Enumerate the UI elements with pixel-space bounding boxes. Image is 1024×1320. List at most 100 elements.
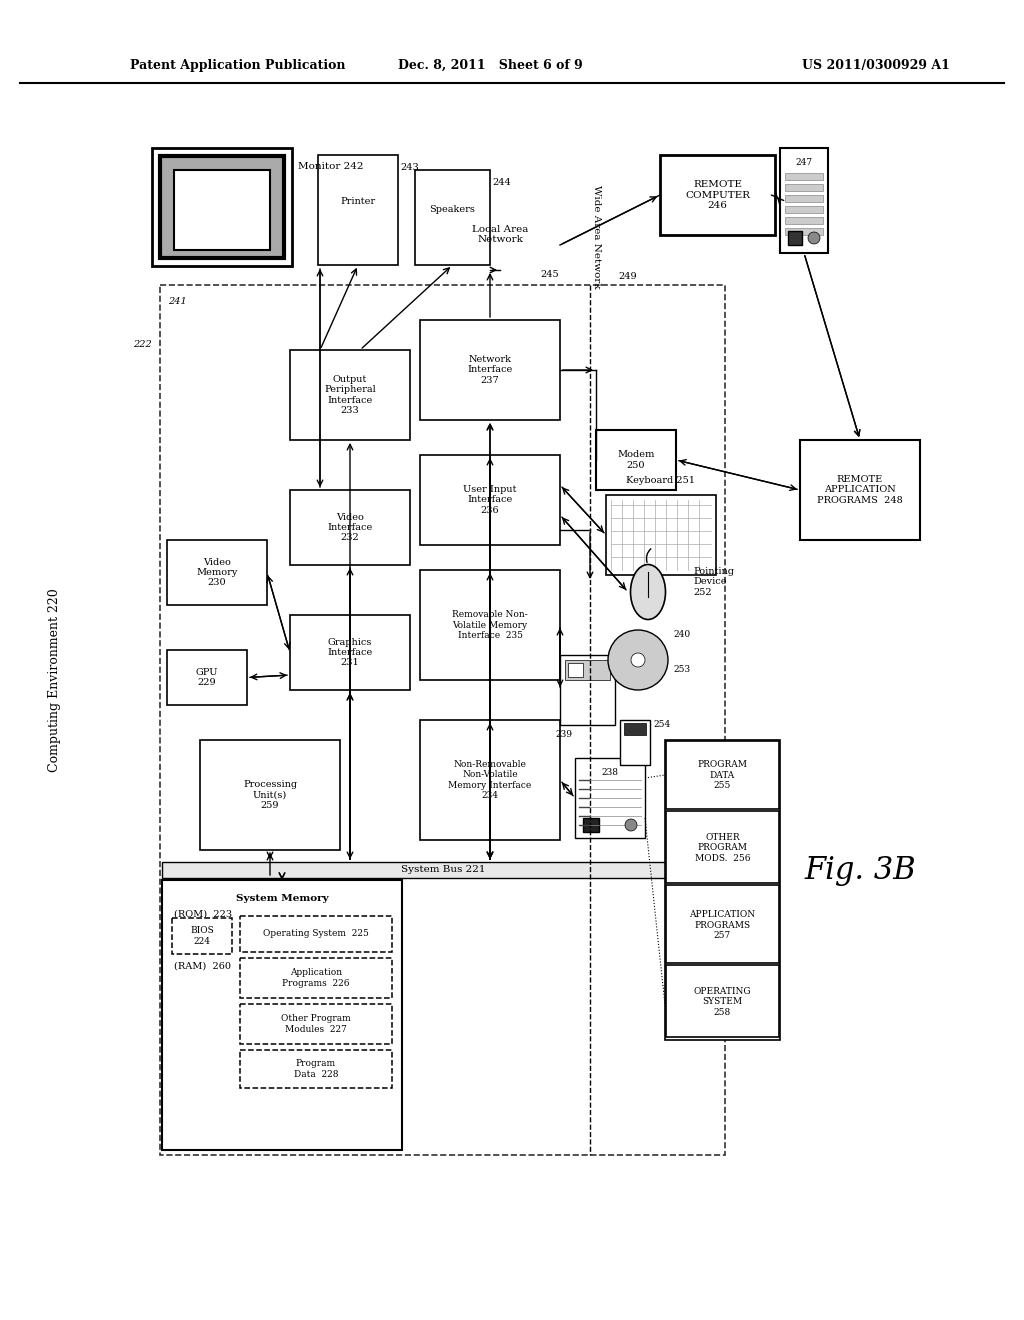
Ellipse shape [631,565,666,619]
Bar [290,490,410,565]
Bar [785,183,823,191]
Text: 249: 249 [618,272,637,281]
Bar [620,719,650,766]
Bar [240,1049,392,1088]
Bar [240,1005,392,1044]
Bar [666,965,779,1038]
Text: Application
Programs  226: Application Programs 226 [283,969,350,987]
Bar [583,818,599,832]
Text: Pointing
Device
252: Pointing Device 252 [693,568,734,597]
Text: Processing
Unit(s)
259: Processing Unit(s) 259 [243,780,297,810]
Bar [568,663,583,677]
Bar [172,917,232,954]
Bar [318,154,398,265]
Text: Removable Non-
Volatile Memory
Interface  235: Removable Non- Volatile Memory Interface… [453,610,528,640]
Bar [785,173,823,180]
Bar [290,350,410,440]
Text: 247: 247 [796,158,813,168]
Text: 245: 245 [540,271,559,279]
Circle shape [625,818,637,832]
Text: 253: 253 [673,665,690,675]
Text: 254: 254 [653,719,671,729]
Text: REMOTE
COMPUTER
246: REMOTE COMPUTER 246 [685,180,750,210]
Bar [200,741,340,850]
Text: 222: 222 [133,341,152,348]
Text: 239: 239 [555,730,572,739]
Text: GPU
229: GPU 229 [196,668,218,688]
Text: Monitor 242: Monitor 242 [298,162,364,172]
Bar [666,810,779,883]
Bar [785,195,823,202]
Bar [415,170,490,265]
Text: 243: 243 [400,162,419,172]
Text: PROGRAM
DATA
255: PROGRAM DATA 255 [697,760,748,789]
Bar [160,285,725,1155]
Bar [780,148,828,253]
Text: Keyboard 251: Keyboard 251 [627,477,695,484]
Bar [624,723,646,735]
Bar [666,741,779,809]
Bar [290,615,410,690]
Text: Non-Removable
Non-Volatile
Memory Interface
234: Non-Removable Non-Volatile Memory Interf… [449,760,531,800]
Text: 240: 240 [673,630,690,639]
Text: REMOTE
APPLICATION
PROGRAMS  248: REMOTE APPLICATION PROGRAMS 248 [817,475,903,504]
Bar [606,495,716,576]
Text: Program
Data  228: Program Data 228 [294,1059,338,1078]
Bar [160,156,284,257]
Bar [665,741,780,1040]
Bar [785,228,823,235]
Text: User Input
Interface
236: User Input Interface 236 [463,486,517,515]
Text: US 2011/0300929 A1: US 2011/0300929 A1 [802,58,950,71]
Bar [666,884,779,964]
Text: Output
Peripheral
Interface
233: Output Peripheral Interface 233 [325,375,376,414]
Bar [167,540,267,605]
Text: (RAM)  260: (RAM) 260 [174,962,231,972]
Text: Operating System  225: Operating System 225 [263,929,369,939]
Text: Speakers: Speakers [429,205,475,214]
Text: Printer: Printer [340,198,376,206]
Circle shape [631,653,645,667]
Bar [162,862,725,878]
Bar [162,880,402,1150]
Text: BIOS
224: BIOS 224 [190,927,214,945]
Bar [565,660,610,680]
Bar [240,958,392,998]
Bar [785,216,823,224]
Text: Graphics
Interface
231: Graphics Interface 231 [328,638,373,668]
Bar [174,170,270,249]
Bar [788,231,802,246]
Text: (ROM)  223: (ROM) 223 [174,909,232,919]
Text: Local Area
Network: Local Area Network [472,224,528,244]
Bar [420,570,560,680]
Text: 241: 241 [168,297,186,306]
Bar [560,655,615,725]
Bar [785,206,823,213]
Text: 244: 244 [492,178,511,187]
Bar [800,440,920,540]
Text: Modem
250: Modem 250 [617,450,654,470]
Text: Wide Area Network: Wide Area Network [593,185,601,289]
Text: Patent Application Publication: Patent Application Publication [130,58,345,71]
Bar [167,649,247,705]
Text: Other Program
Modules  227: Other Program Modules 227 [282,1014,351,1034]
Text: APPLICATION
PROGRAMS
257: APPLICATION PROGRAMS 257 [689,909,756,940]
Bar [420,719,560,840]
Text: System Bus 221: System Bus 221 [401,866,485,874]
Text: Computing Environment 220: Computing Environment 220 [48,589,61,772]
Text: Network
Interface
237: Network Interface 237 [467,355,513,385]
Bar [420,319,560,420]
Text: Fig. 3B: Fig. 3B [804,854,915,886]
Bar [660,154,775,235]
Bar [152,148,292,267]
Text: Video
Memory
230: Video Memory 230 [197,557,238,587]
Text: 238: 238 [601,768,618,777]
Text: Video
Interface
232: Video Interface 232 [328,512,373,543]
Bar [596,430,676,490]
Bar [575,758,645,838]
Text: System Memory: System Memory [236,894,329,903]
Text: OTHER
PROGRAM
MODS.  256: OTHER PROGRAM MODS. 256 [694,833,751,863]
Text: Dec. 8, 2011   Sheet 6 of 9: Dec. 8, 2011 Sheet 6 of 9 [397,58,583,71]
Bar [420,455,560,545]
Text: OPERATING
SYSTEM
258: OPERATING SYSTEM 258 [693,987,752,1016]
Circle shape [608,630,668,690]
